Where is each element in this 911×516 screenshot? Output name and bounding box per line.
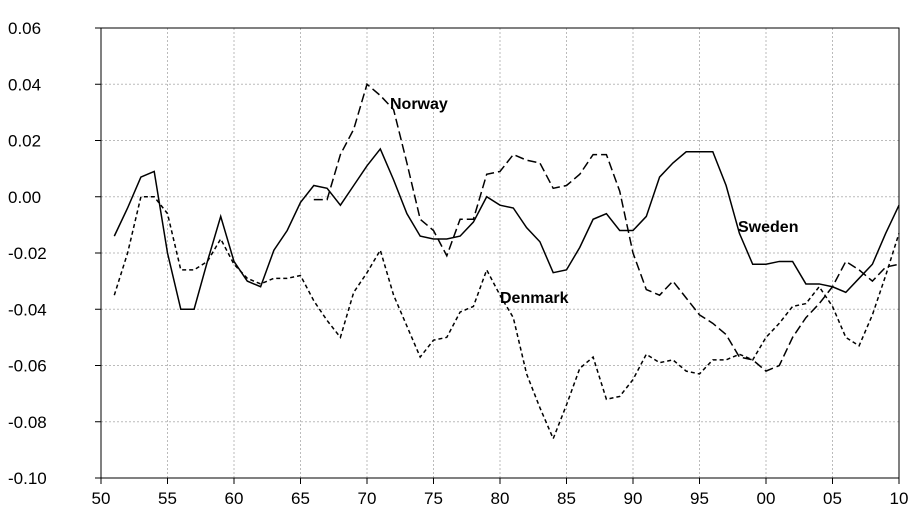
x-tick-label: 50 <box>92 489 111 508</box>
x-tick-label: 95 <box>690 489 709 508</box>
x-tick-label: 90 <box>624 489 643 508</box>
y-tick-label: -0.06 <box>8 357 47 376</box>
y-tick-label: -0.02 <box>8 244 47 263</box>
y-tick-label: -0.10 <box>8 469 47 488</box>
x-tick-label: 55 <box>158 489 177 508</box>
x-tick-label: 65 <box>291 489 310 508</box>
y-tick-label: -0.08 <box>8 413 47 432</box>
series-line <box>113 147 900 310</box>
x-tick-label: 05 <box>823 489 842 508</box>
y-tick-label: 0.06 <box>8 19 41 38</box>
x-tick-label: 85 <box>557 489 576 508</box>
y-tick-label: -0.04 <box>8 300 47 319</box>
x-tick-label: 80 <box>491 489 510 508</box>
x-tick-label: 75 <box>424 489 443 508</box>
x-tick-label: 60 <box>225 489 244 508</box>
series-label: Norway <box>390 96 448 113</box>
series-label: Denmark <box>500 290 569 307</box>
x-tick-label: 70 <box>358 489 377 508</box>
plot-frame <box>100 27 900 479</box>
x-tick-label: 00 <box>757 489 776 508</box>
series-line <box>313 82 900 372</box>
series-line <box>113 196 900 441</box>
y-tick-label: 0.02 <box>8 132 41 151</box>
x-tick-label: 10 <box>890 489 909 508</box>
y-tick-label: 0.00 <box>8 188 41 207</box>
y-tick-label: 0.04 <box>8 75 41 94</box>
series-label: Sweden <box>738 219 798 236</box>
